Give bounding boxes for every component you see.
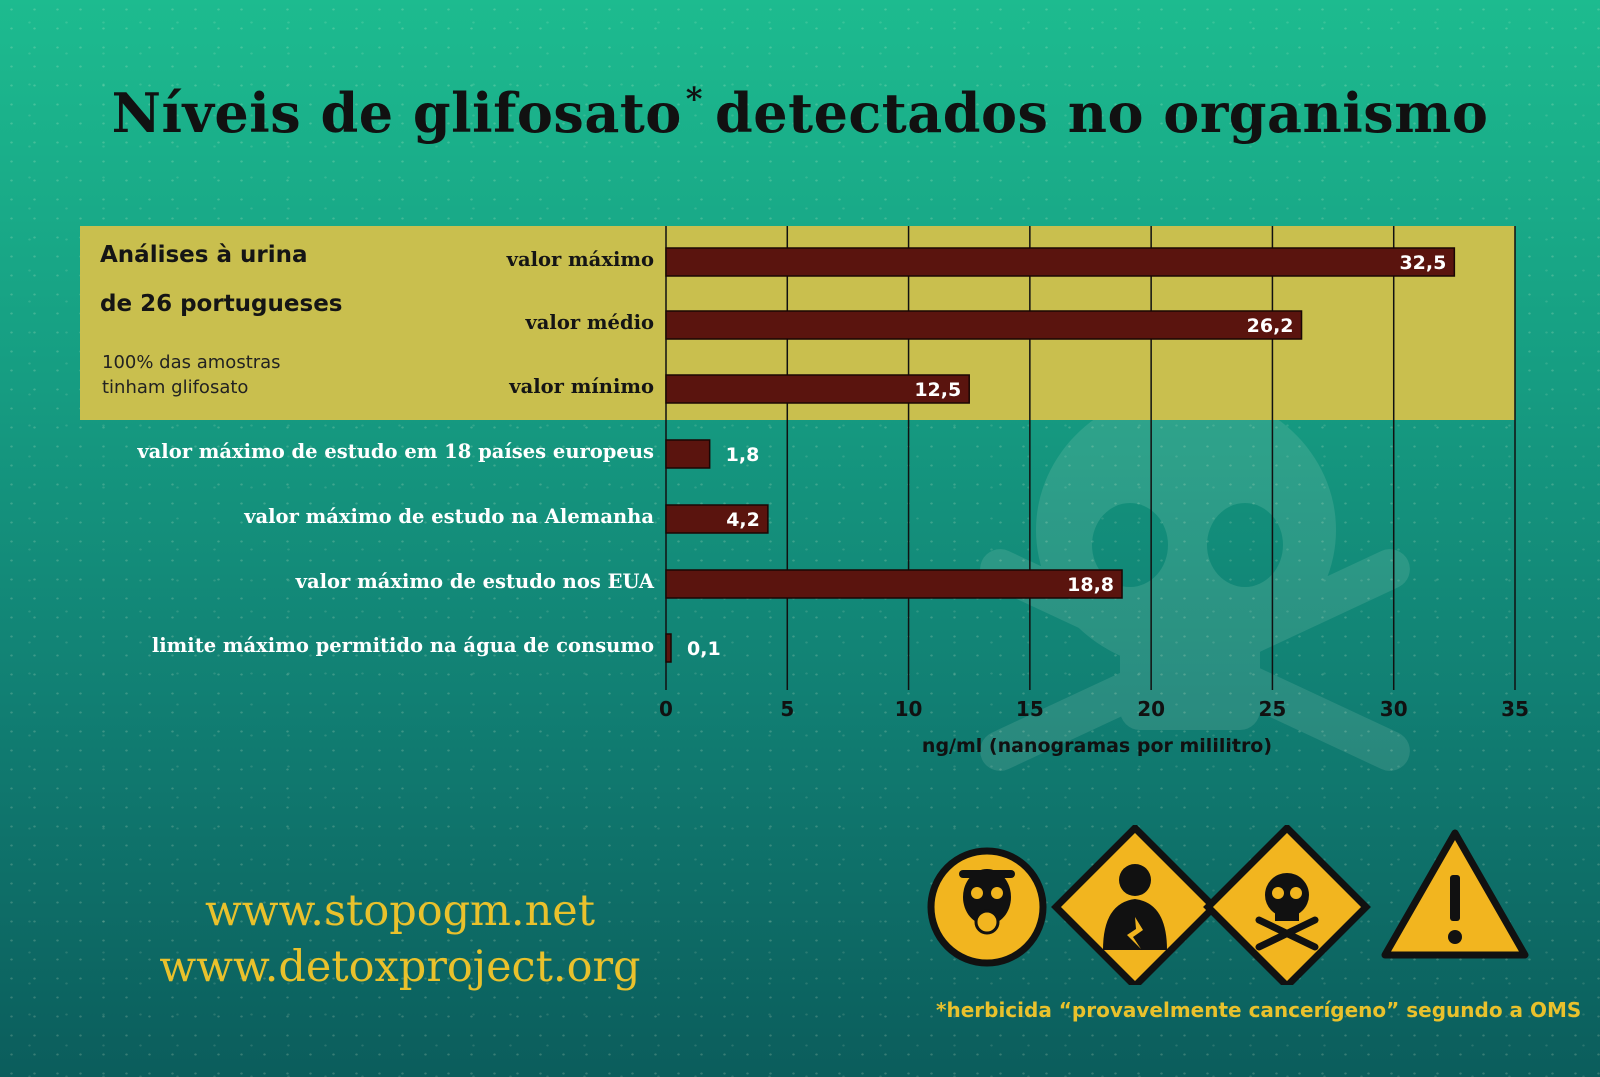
url-detoxproject[interactable]: www.detoxproject.org (159, 942, 641, 992)
bar-value-label: 32,5 (1399, 252, 1446, 274)
sidebox-note: 100% das amostras tinham glifosato (102, 352, 281, 398)
bar-value-label: 18,8 (1067, 574, 1114, 596)
x-tick-label: 30 (1380, 697, 1408, 721)
bar (665, 569, 1123, 599)
x-axis-label: ng/ml (nanogramas por mililitro) (922, 735, 1272, 757)
bar-value-label: 4,2 (726, 509, 760, 531)
category-label: valor máximo de estudo nos EUA (295, 570, 654, 593)
url-stopogm[interactable]: www.stopogm.net (204, 886, 596, 936)
bar-chart: 0 5 10 15 20 25 30 35 ng/ml (nanogramas por mili… (80, 226, 1529, 757)
bar (665, 633, 672, 663)
warning-icon (1381, 829, 1529, 959)
sidebox-title-line2: de 26 portugueses (100, 291, 343, 317)
x-tick-label: 5 (780, 697, 794, 721)
category-label: valor máximo de estudo na Alemanha (244, 505, 654, 528)
x-tick-label: 25 (1259, 697, 1287, 721)
x-tick-label: 15 (1016, 697, 1044, 721)
x-tick-label: 10 (895, 697, 923, 721)
bar (665, 504, 769, 534)
category-label: valor médio (525, 311, 654, 334)
bar-value-label: 26,2 (1247, 315, 1294, 337)
x-tick-label: 0 (659, 697, 673, 721)
gas-mask-icon (927, 847, 1047, 967)
page-title: Níveis de glifosato * detectados no organi… (0, 80, 1600, 145)
skull-crossbones-icon (1203, 825, 1371, 985)
title-rest: detectados no organismo (715, 81, 1489, 145)
health-hazard-icon (1051, 825, 1219, 985)
category-label: valor mínimo (509, 375, 654, 398)
x-tick-label: 20 (1137, 697, 1165, 721)
bar (665, 374, 970, 404)
bar (665, 310, 1303, 340)
sidebox-title-line1: Análises à urina (100, 242, 308, 268)
bar (665, 247, 1456, 277)
hazard-icons (927, 825, 1529, 985)
category-label: valor máximo (506, 248, 654, 271)
footnote: *herbicida “provavelmente cancerígeno” s… (936, 998, 1582, 1022)
x-tick-label: 35 (1501, 697, 1529, 721)
title-asterisk: * (685, 80, 704, 118)
bar (665, 439, 711, 469)
title-main: Níveis de glifosato (111, 81, 682, 145)
category-label: limite máximo permitido na água de consu… (151, 634, 654, 657)
category-label: valor máximo de estudo em 18 países euro… (137, 440, 654, 463)
bar-value-label: 0,1 (687, 638, 721, 660)
bar-value-label: 1,8 (726, 444, 760, 466)
bar-value-label: 12,5 (914, 379, 961, 401)
